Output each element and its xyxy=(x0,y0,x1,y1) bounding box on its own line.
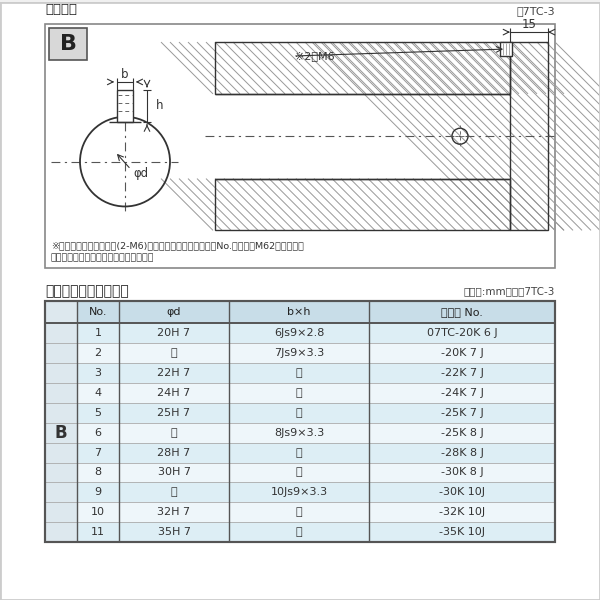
Text: 30H 7: 30H 7 xyxy=(157,467,191,478)
Text: B: B xyxy=(59,34,77,54)
Text: 24H 7: 24H 7 xyxy=(157,388,191,398)
Text: 22H 7: 22H 7 xyxy=(157,368,191,378)
Bar xyxy=(77,363,555,383)
Text: -35K 10J: -35K 10J xyxy=(439,527,485,537)
Bar xyxy=(77,343,555,363)
Bar xyxy=(49,28,87,60)
Text: 〃: 〃 xyxy=(296,448,302,458)
Text: 〃: 〃 xyxy=(296,508,302,517)
Bar xyxy=(77,522,555,542)
Text: 2: 2 xyxy=(94,348,101,358)
Text: （セットボルトは付属されています。）: （セットボルトは付属されています。） xyxy=(51,254,155,263)
Bar xyxy=(45,301,77,542)
Text: 28H 7: 28H 7 xyxy=(157,448,191,458)
Text: 25H 7: 25H 7 xyxy=(157,407,191,418)
Text: B: B xyxy=(55,424,67,442)
Text: -22K 7 J: -22K 7 J xyxy=(440,368,484,378)
Text: ※2－M6: ※2－M6 xyxy=(295,51,335,61)
Bar xyxy=(215,179,510,230)
Text: 7Js9×3.3: 7Js9×3.3 xyxy=(274,348,324,358)
Text: 〃: 〃 xyxy=(170,348,178,358)
Bar xyxy=(215,42,510,94)
Bar xyxy=(510,42,548,230)
Text: -28K 8 J: -28K 8 J xyxy=(440,448,484,458)
Text: 8Js9×3.3: 8Js9×3.3 xyxy=(274,428,324,437)
Bar xyxy=(77,443,555,463)
Bar xyxy=(215,179,510,230)
Text: 20H 7: 20H 7 xyxy=(157,328,191,338)
Bar xyxy=(510,42,548,230)
Text: -30K 10J: -30K 10J xyxy=(439,487,485,497)
Bar xyxy=(500,42,512,56)
Text: No.: No. xyxy=(89,307,107,317)
Text: 07TC-20K 6 J: 07TC-20K 6 J xyxy=(427,328,497,338)
Text: -30K 8 J: -30K 8 J xyxy=(440,467,484,478)
Text: 〃: 〃 xyxy=(296,527,302,537)
Text: 軸穴形状: 軸穴形状 xyxy=(45,3,77,16)
Bar xyxy=(45,301,555,542)
Bar xyxy=(77,301,555,323)
Text: φd: φd xyxy=(133,167,148,180)
Text: φd: φd xyxy=(167,307,181,317)
Bar xyxy=(117,90,133,122)
Text: 〃: 〃 xyxy=(296,467,302,478)
Text: -24K 7 J: -24K 7 J xyxy=(440,388,484,398)
Text: 32H 7: 32H 7 xyxy=(157,508,191,517)
Text: h: h xyxy=(156,100,163,112)
Bar xyxy=(45,301,555,542)
Text: 軸穴形状コード一覧表: 軸穴形状コード一覧表 xyxy=(45,284,129,298)
Bar xyxy=(77,422,555,443)
Text: 9: 9 xyxy=(94,487,101,497)
Text: 5: 5 xyxy=(95,407,101,418)
Text: -25K 8 J: -25K 8 J xyxy=(440,428,484,437)
Text: 35H 7: 35H 7 xyxy=(157,527,191,537)
Text: 〃: 〃 xyxy=(170,487,178,497)
Bar xyxy=(215,42,510,94)
Text: 7: 7 xyxy=(94,448,101,458)
Text: ※セットボルト用タップ(2-M6)が必要な場合は右記コードNo.の末尾にM62を付ける。: ※セットボルト用タップ(2-M6)が必要な場合は右記コードNo.の末尾にM62を… xyxy=(51,242,304,251)
Bar xyxy=(215,42,510,94)
Bar xyxy=(77,463,555,482)
Text: （単位:mm）　表7TC-3: （単位:mm） 表7TC-3 xyxy=(464,286,555,296)
Bar xyxy=(45,24,555,268)
Text: 6: 6 xyxy=(95,428,101,437)
Bar xyxy=(510,42,548,230)
Bar xyxy=(77,502,555,522)
Text: 11: 11 xyxy=(91,527,105,537)
Text: 6Js9×2.8: 6Js9×2.8 xyxy=(274,328,324,338)
Text: 3: 3 xyxy=(95,368,101,378)
Text: b×h: b×h xyxy=(287,307,311,317)
Bar xyxy=(77,383,555,403)
Text: 8: 8 xyxy=(94,467,101,478)
Bar xyxy=(77,323,555,343)
Bar xyxy=(215,179,510,230)
Text: -32K 10J: -32K 10J xyxy=(439,508,485,517)
Text: 〃: 〃 xyxy=(296,407,302,418)
Text: 〃: 〃 xyxy=(170,428,178,437)
Text: -20K 7 J: -20K 7 J xyxy=(440,348,484,358)
Text: 〃: 〃 xyxy=(296,368,302,378)
Text: 15: 15 xyxy=(521,17,536,31)
Text: -25K 7 J: -25K 7 J xyxy=(440,407,484,418)
Text: コード No.: コード No. xyxy=(441,307,483,317)
Bar xyxy=(77,482,555,502)
Text: 4: 4 xyxy=(94,388,101,398)
Text: 10: 10 xyxy=(91,508,105,517)
Text: b: b xyxy=(121,68,129,82)
Bar xyxy=(77,403,555,422)
Text: 〃: 〃 xyxy=(296,388,302,398)
Text: 10Js9×3.3: 10Js9×3.3 xyxy=(271,487,328,497)
Text: 図7TC-3: 図7TC-3 xyxy=(517,6,555,16)
Text: 1: 1 xyxy=(95,328,101,338)
